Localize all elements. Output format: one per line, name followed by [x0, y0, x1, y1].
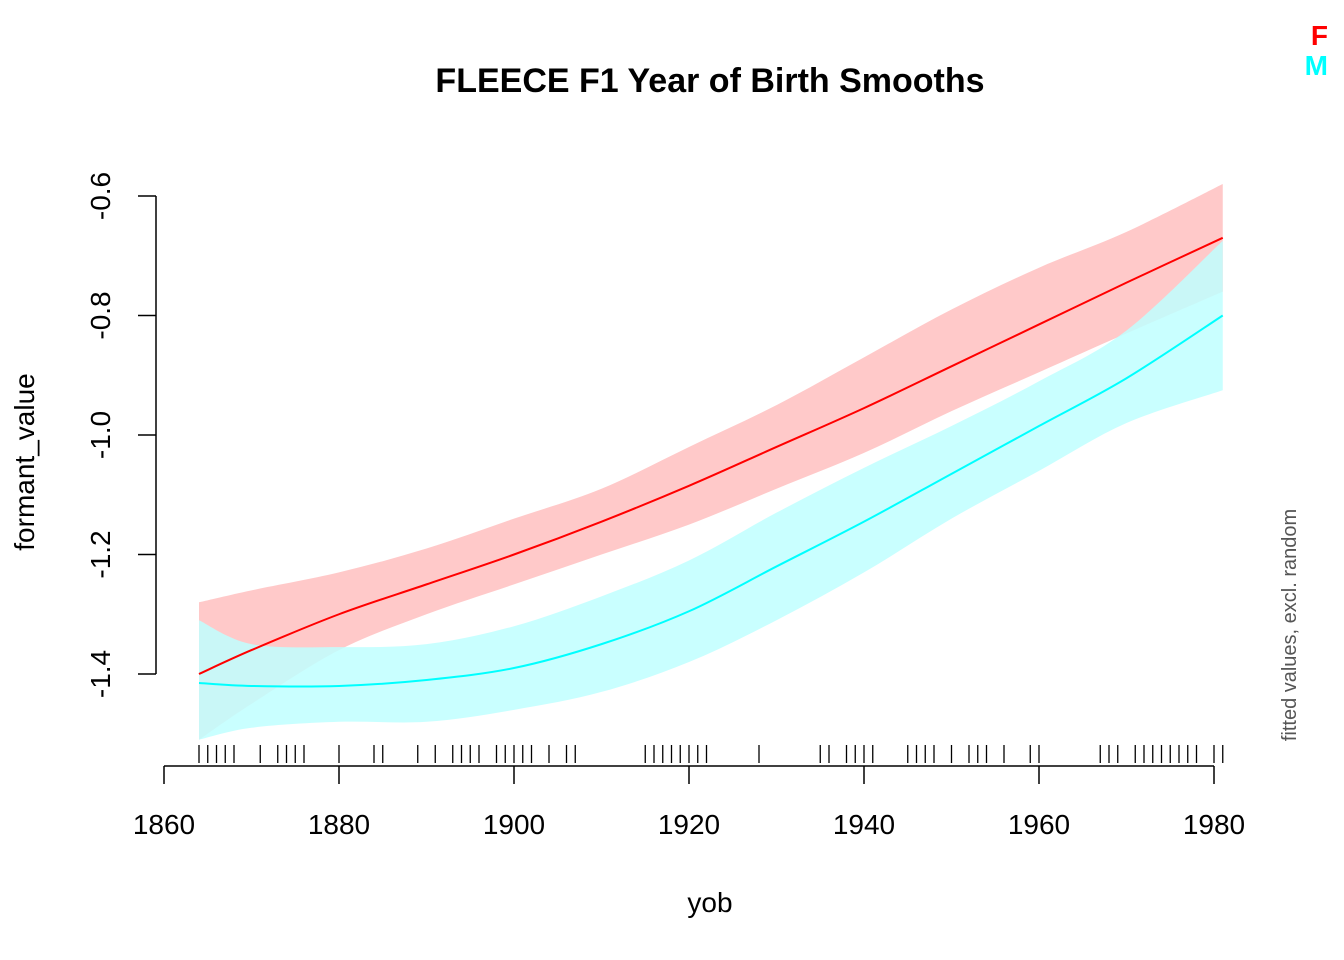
y-tick-label: -1.0: [85, 411, 116, 459]
x-tick-label: 1900: [483, 809, 545, 840]
ci-band-m: [199, 240, 1223, 740]
confidence-bands: [199, 184, 1223, 740]
legend-item-m: M: [1304, 50, 1328, 81]
fit-line-f: [198, 236, 1224, 675]
fit-lines: [198, 236, 1224, 688]
x-tick-label: 1960: [1008, 809, 1070, 840]
chart-title: FLEECE F1 Year of Birth Smooths: [435, 62, 984, 100]
legend-item-f: F: [1310, 20, 1328, 51]
x-axis: 1860 1880 1900 1920 1940 1960 1980: [133, 765, 1245, 840]
x-axis-label: yob: [687, 887, 732, 918]
side-note: fitted values, excl. random: [1279, 509, 1301, 741]
rug-marks: [198, 745, 1224, 763]
x-tick-label: 1880: [308, 809, 370, 840]
x-tick-label: 1980: [1183, 809, 1245, 840]
y-tick-label: -1.4: [85, 650, 116, 698]
ci-band-f: [199, 184, 1223, 740]
fit-line-m: [198, 314, 1224, 688]
x-tick-label: 1940: [833, 809, 895, 840]
x-tick-label: 1860: [133, 809, 195, 840]
x-tick-label: 1920: [658, 809, 720, 840]
y-tick-label: -0.8: [85, 291, 116, 339]
y-tick-label: -1.2: [85, 530, 116, 578]
y-axis: -1.4 -1.2 -1.0 -0.8 -0.6: [85, 172, 157, 698]
y-axis-label: formant_value: [9, 373, 40, 550]
y-tick-label: -0.6: [85, 172, 116, 220]
